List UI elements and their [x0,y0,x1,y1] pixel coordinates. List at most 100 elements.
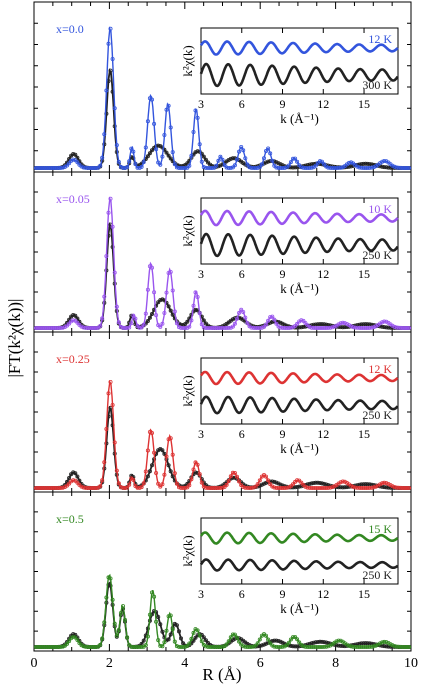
data-point [98,484,103,489]
data-point [118,164,123,169]
inset-series-label: 250 K [362,408,392,422]
inset-frame [200,197,399,265]
data-point [75,160,80,165]
inset-line [199,62,399,88]
data-point [79,164,84,169]
inset-line [199,370,399,386]
series-low-T [33,573,412,650]
inset-frame [200,357,399,425]
data-point [295,321,300,326]
inset-series: 250 K [199,558,399,582]
data-point [276,324,281,329]
inset-series: 12 K [199,362,399,386]
inset-series-label: 12 K [368,32,392,46]
inset-tick-label: 3 [198,97,204,111]
data-point [274,321,279,326]
x-tick-label: 0 [31,656,38,671]
inset-tick-label: 9 [280,587,286,601]
inset-tick-label: 9 [280,427,286,441]
inset-series-label: 250 K [362,568,392,582]
inset-3: 3 6 9 12 15 15 K 250 K k²χ(k) k (Å⁻¹) [180,517,399,616]
data-point [297,163,302,168]
inset-line [199,209,399,227]
inset-series: 12 K [199,32,399,56]
data-point [293,323,298,328]
data-point [224,482,229,487]
inset-series: 250 K [199,232,399,262]
data-point [295,159,300,164]
inset-2: 3 6 9 12 15 12 K 250 K k²χ(k) k (Å⁻¹) [180,357,399,456]
data-point [388,642,393,647]
x-tick-label: 2 [106,656,113,671]
data-point [65,163,70,168]
x-tick-label: 8 [332,656,339,671]
data-point [349,483,354,488]
data-point [75,320,80,325]
data-point [67,321,72,326]
data-point [378,482,383,487]
data-point [344,321,349,326]
data-point [299,480,304,485]
fit-line [34,26,411,169]
data-point [174,644,179,649]
y-axis-label: |FT(k²χ(k))| [5,299,24,378]
data-point [288,484,293,489]
data-point [118,324,123,329]
data-point [73,635,78,640]
panel-label: x=0.5 [56,512,84,526]
inset-series: 250 K [199,395,399,422]
data-point [263,474,268,479]
inset-tick-label: 3 [198,427,204,441]
panel-label: x=0.25 [56,352,90,366]
x-tick-label: 6 [257,656,264,671]
inset-tick-label: 12 [317,587,329,601]
inset-y-label: k²χ(k) [180,535,195,566]
data-point [185,643,190,648]
inset-tick-label: 12 [317,97,329,111]
data-point [286,640,291,645]
data-point [65,323,70,328]
x-tick-label: 4 [181,656,188,671]
data-point [67,161,72,166]
data-point [378,641,383,646]
series-high-T [33,581,412,650]
inset-tick-label: 9 [280,97,286,111]
data-point [268,641,273,646]
data-point [218,154,223,159]
data-point [228,635,233,640]
data-point [65,483,70,488]
inset-tick-label: 6 [239,427,245,441]
data-point [205,160,210,165]
inset-tick-label: 15 [358,97,370,111]
data-point [118,485,123,490]
data-point [239,307,244,312]
data-point [313,163,318,168]
inset-tick-label: 6 [239,97,245,111]
inset-line [199,395,399,415]
panel-3: x=0.5 3 6 9 12 15 15 K 250 K k²χ(k) k (Å⁻¹) 0 2 4 6 8 1… [31,491,418,671]
panel-label: x=0.0 [56,22,84,36]
inset-line [199,531,399,545]
inset-y-label: k²χ(k) [180,375,195,406]
data-point [268,482,273,487]
panel-1: x=0.05 3 6 9 12 15 10 K 250 K k²χ(k) k (Å⁻¹) [33,171,412,333]
data-point [270,643,275,648]
fit-line [34,379,411,489]
inset-series-label: 250 K [362,248,392,262]
inset-x-label: k (Å⁻¹) [280,441,319,456]
data-point [201,635,206,640]
data-point [67,481,72,486]
data-point [75,480,80,485]
inset-series-label: 15 K [368,522,392,536]
data-point [185,161,190,166]
data-point [226,639,231,644]
data-point [386,481,391,486]
data-point [79,484,84,489]
data-point [344,642,349,647]
inset-frame [200,27,399,95]
inset-tick-label: 12 [317,427,329,441]
panel-label: x=0.05 [56,192,90,206]
data-point [77,641,82,646]
inset-series-label: 300 K [362,78,392,92]
